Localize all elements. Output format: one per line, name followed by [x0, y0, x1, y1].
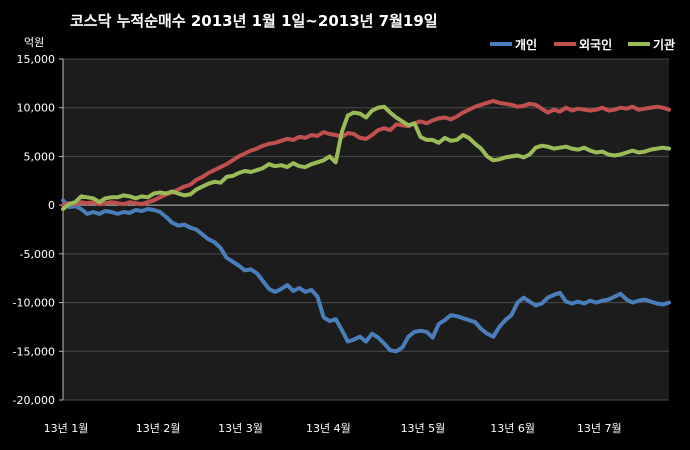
- x-tick-label: 13년 2월: [136, 422, 181, 435]
- y-axis-ticks: 15,000 10,000 5,000 0 -5,000 -10,000 -15,000 -2…: [13, 53, 63, 407]
- series-lines: [61, 98, 671, 354]
- legend-label: 기관: [653, 37, 675, 52]
- x-axis-ticks: 13년 1월 13년 2월 13년 3월 13년 4월 13년 5월 13년 6월 13년 …: [44, 422, 622, 435]
- y-tick-label: 15,000: [17, 53, 56, 66]
- y-tick-label: 0: [48, 199, 55, 212]
- y-tick-label: -20,000: [13, 394, 55, 407]
- x-tick-label: 13년 7월: [577, 422, 622, 435]
- x-tick-label: 13년 6월: [490, 422, 535, 435]
- unit-label: 억원: [24, 36, 44, 49]
- legend: 개인 외국인 기관: [490, 37, 675, 52]
- x-tick-label: 13년 3월: [218, 422, 263, 435]
- y-tick-label: -5,000: [20, 248, 55, 261]
- gridlines: [62, 58, 669, 401]
- legend-label: 개인: [515, 37, 537, 52]
- series-line-2: [61, 98, 671, 208]
- chart-title: 코스닥 누적순매수 2013년 1월 1일~2013년 7월19일: [70, 12, 438, 30]
- y-tick-label: -10,000: [13, 297, 55, 310]
- y-tick-label: 5,000: [24, 150, 56, 163]
- x-tick-label: 13년 5월: [401, 422, 446, 435]
- legend-label: 외국인: [579, 37, 612, 52]
- y-tick-label: -15,000: [13, 345, 55, 358]
- x-tick-label: 13년 1월: [44, 422, 89, 435]
- x-tick-label: 13년 4월: [306, 422, 351, 435]
- y-tick-label: 10,000: [17, 102, 56, 115]
- series-line-1: [61, 198, 671, 354]
- series-line-3: [61, 104, 671, 211]
